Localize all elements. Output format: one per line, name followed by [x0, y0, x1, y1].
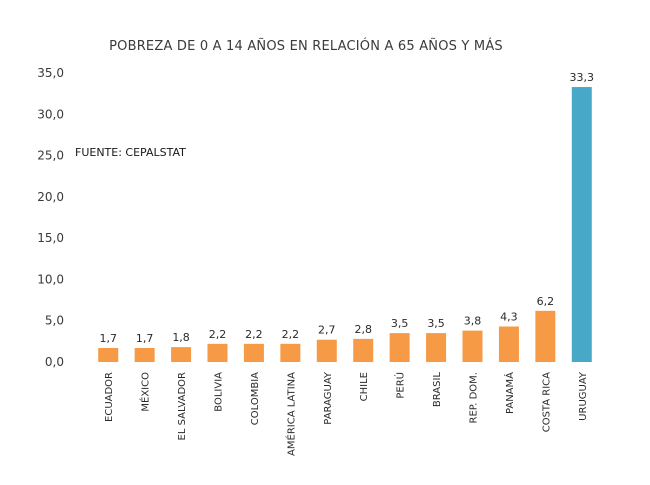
bar-value-label: 2,7 — [318, 324, 336, 337]
bar-value-label: 3,5 — [391, 317, 409, 330]
x-category-label: BRASIL — [432, 372, 443, 408]
x-category-label: REP. DOM. — [469, 372, 480, 423]
bar-value-label: 33,3 — [570, 71, 595, 84]
bar — [498, 326, 519, 362]
bar-value-label: 3,5 — [427, 317, 445, 330]
bar-value-label: 2,2 — [282, 328, 300, 341]
x-category-label: COLOMBIA — [250, 372, 261, 425]
bar — [389, 333, 410, 362]
x-category-label: MÉXICO — [139, 372, 152, 412]
x-category-label: COSTA RICA — [541, 372, 552, 432]
bar-value-label: 4,3 — [500, 310, 518, 323]
y-tick-label: 10,0 — [37, 272, 64, 286]
x-category-label: BOLIVIA — [214, 372, 225, 412]
y-tick-label: 15,0 — [37, 231, 64, 245]
x-category-label: PARAGUAY — [323, 371, 334, 425]
bar — [535, 310, 556, 362]
bar-value-label: 3,8 — [464, 315, 482, 328]
bar-value-label: 2,8 — [354, 323, 372, 336]
bar — [462, 330, 483, 362]
bar — [280, 343, 301, 362]
bar — [243, 343, 264, 362]
bar-value-label: 6,2 — [537, 295, 555, 308]
y-tick-label: 25,0 — [37, 149, 64, 163]
bar — [353, 338, 374, 362]
y-tick-label: 5,0 — [45, 314, 64, 328]
bar — [171, 347, 192, 362]
bar — [571, 87, 592, 362]
x-category-label: URUGUAY — [578, 371, 589, 421]
y-tick-label: 20,0 — [37, 190, 64, 204]
y-tick-label: 30,0 — [37, 107, 64, 121]
x-axis: ECUADOR MÉXICO EL SALVADOR BOLIVIA COLOMBIA A… — [104, 371, 589, 456]
bar — [134, 347, 155, 362]
bar-value-label: 2,2 — [245, 328, 263, 341]
bar-value-label: 1,7 — [136, 332, 154, 345]
bar — [207, 343, 228, 362]
bar-value-label: 1,7 — [99, 332, 117, 345]
chart-title: POBREZA DE 0 A 14 AÑOS EN RELACIÓN A 65 … — [109, 38, 503, 54]
bar-value-label: 1,8 — [172, 331, 190, 344]
bar — [426, 333, 447, 362]
x-category-label: AMÉRICA LATINA — [284, 372, 297, 456]
bar-value-label: 2,2 — [209, 328, 227, 341]
bars — [98, 87, 592, 362]
x-category-label: CHILE — [359, 372, 370, 401]
y-axis: 0,0 5,0 10,0 15,0 20,0 25,0 30,0 35,0 — [37, 66, 64, 369]
y-tick-label: 35,0 — [37, 66, 64, 80]
source-note: FUENTE: CEPALSTAT — [75, 146, 186, 159]
x-category-label: EL SALVADOR — [177, 372, 188, 441]
x-category-label: PERÚ — [394, 372, 407, 399]
bar — [316, 339, 337, 362]
y-tick-label: 0,0 — [45, 355, 64, 369]
value-labels: 1,7 1,7 1,8 2,2 2,2 2,2 2,7 2,8 3,5 3,5 3,8 4,3 6,2 3… — [99, 71, 594, 345]
bar — [98, 347, 119, 362]
x-category-label: PANAMÁ — [503, 372, 516, 414]
x-category-label: ECUADOR — [104, 372, 115, 422]
